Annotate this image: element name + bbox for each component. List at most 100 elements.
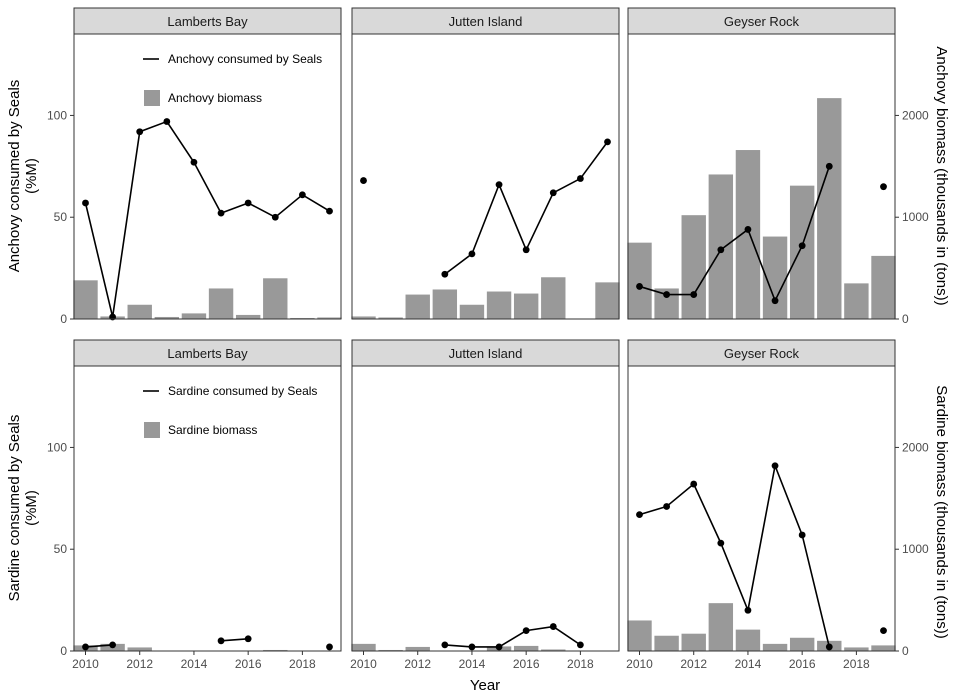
x-tick-label-2012: 2012 — [680, 657, 707, 671]
facet-strip — [73, 7, 342, 35]
legend-bar-key — [144, 422, 160, 438]
left-tick-label-100: 100 — [47, 440, 67, 454]
left-tick-label-0: 0 — [60, 312, 67, 326]
point-2017 — [549, 623, 557, 630]
point-2019 — [604, 138, 611, 146]
bar-2017 — [541, 277, 566, 319]
plot-area — [628, 34, 895, 319]
bar-2019 — [595, 282, 620, 319]
point-2012 — [690, 480, 698, 488]
facet-strip — [351, 339, 620, 367]
panel-r2-c2: Jutten Island 2010 2012 2014 2016 2018 — [350, 339, 620, 671]
facet-title: Jutten Island — [449, 346, 523, 361]
x-tick-label-2012: 2012 — [126, 657, 153, 671]
point-2016 — [522, 627, 530, 635]
point-2014 — [468, 643, 476, 651]
point-2019 — [326, 207, 333, 215]
bar-2015 — [762, 643, 788, 651]
point-2014 — [744, 226, 752, 233]
point-2016 — [522, 246, 530, 254]
right-tick-label-0: 0 — [902, 644, 909, 658]
x-tick-label-2016: 2016 — [789, 657, 816, 671]
x-tick-label-2014: 2014 — [181, 657, 208, 671]
bar-2013 — [708, 603, 734, 651]
point-2018 — [576, 641, 584, 649]
series-line — [221, 637, 249, 642]
bar-2014 — [181, 313, 207, 319]
point-2015 — [771, 297, 779, 305]
left-tick-label-0: 0 — [60, 644, 67, 658]
point-2018 — [298, 191, 306, 199]
bar-2013 — [432, 289, 458, 319]
row2-ylabel-line2: (%M) — [23, 490, 40, 526]
point-2013 — [163, 118, 171, 125]
bar-2011 — [654, 635, 679, 651]
legend-bar-label: Anchovy biomass — [168, 91, 262, 105]
panel-frame — [627, 33, 896, 320]
point-2013 — [441, 270, 449, 278]
point-2010 — [636, 283, 643, 290]
legend: Anchovy consumed by Seals Anchovy biomass — [143, 52, 322, 106]
panel-frame — [73, 365, 342, 652]
right-tick-label-1000: 1000 — [902, 210, 929, 224]
bar-2011 — [378, 317, 403, 319]
series-line — [444, 625, 581, 648]
panel-frame — [627, 365, 896, 652]
point-2014 — [190, 158, 198, 166]
left-tick-label-100: 100 — [47, 108, 67, 122]
bar-2019 — [317, 317, 342, 319]
right-tick-label-2000: 2000 — [902, 440, 929, 454]
bar-2015 — [486, 291, 512, 319]
bar-2010 — [627, 242, 652, 319]
bar-2012 — [681, 215, 706, 319]
x-tick-label-2018: 2018 — [567, 657, 594, 671]
panel-r1-c2: Jutten Island — [351, 7, 620, 320]
bar-2011 — [378, 649, 403, 651]
plot-area — [74, 34, 341, 319]
series-line — [84, 120, 330, 318]
point-2017 — [825, 643, 833, 651]
point-2016 — [244, 635, 252, 643]
point-2010 — [636, 511, 643, 519]
panel-frame — [73, 33, 342, 320]
facet-title: Lamberts Bay — [167, 14, 248, 29]
facet-title: Lamberts Bay — [167, 346, 248, 361]
point-2016 — [244, 199, 252, 207]
plot-area — [352, 34, 619, 319]
row1-ylabel-line1: Anchovy consumed by Seals — [6, 80, 23, 273]
bar-2014 — [735, 150, 761, 319]
bar-2016 — [513, 293, 539, 319]
bar-2017 — [263, 649, 288, 651]
panel-r1-c1: Lamberts Bay 0 50 100 Anchovy consumed by Se… — [47, 7, 342, 326]
panel-r1-c3: Geyser Rock 0 1000 2000 — [627, 7, 929, 326]
row2-left-axis-title: Sardine consumed by Seals (%M) — [6, 415, 40, 602]
x-tick-label-2018: 2018 — [289, 657, 316, 671]
bar-2013 — [154, 316, 180, 319]
bar-2017 — [263, 278, 288, 319]
point-2017 — [549, 189, 557, 197]
left-tick-label-50: 50 — [54, 210, 68, 224]
left-tick-label-50: 50 — [54, 542, 68, 556]
x-tick-label-2010: 2010 — [626, 657, 653, 671]
row1-ylabel-line2: (%M) — [23, 158, 40, 194]
bar-2016 — [789, 185, 815, 319]
bar-2010 — [351, 643, 376, 651]
legend-line-label: Sardine consumed by Seals — [168, 384, 317, 398]
bar-2016 — [789, 637, 815, 651]
x-tick-label-2010: 2010 — [350, 657, 377, 671]
point-2015 — [771, 462, 779, 470]
point-2014 — [468, 250, 476, 258]
bar-2012 — [127, 304, 152, 319]
point-2015 — [495, 181, 503, 189]
series-line — [85, 644, 113, 648]
point-2010 — [360, 177, 367, 184]
legend-line-label: Anchovy consumed by Seals — [168, 52, 322, 66]
legend-bar-key — [144, 90, 160, 106]
x-tick-label-2016: 2016 — [513, 657, 540, 671]
point-2016 — [798, 242, 806, 250]
row1-left-axis-title: Anchovy consumed by Seals (%M) — [6, 80, 40, 273]
point-2012 — [690, 291, 698, 298]
point-2011 — [663, 291, 671, 298]
point-2010 — [82, 199, 89, 207]
